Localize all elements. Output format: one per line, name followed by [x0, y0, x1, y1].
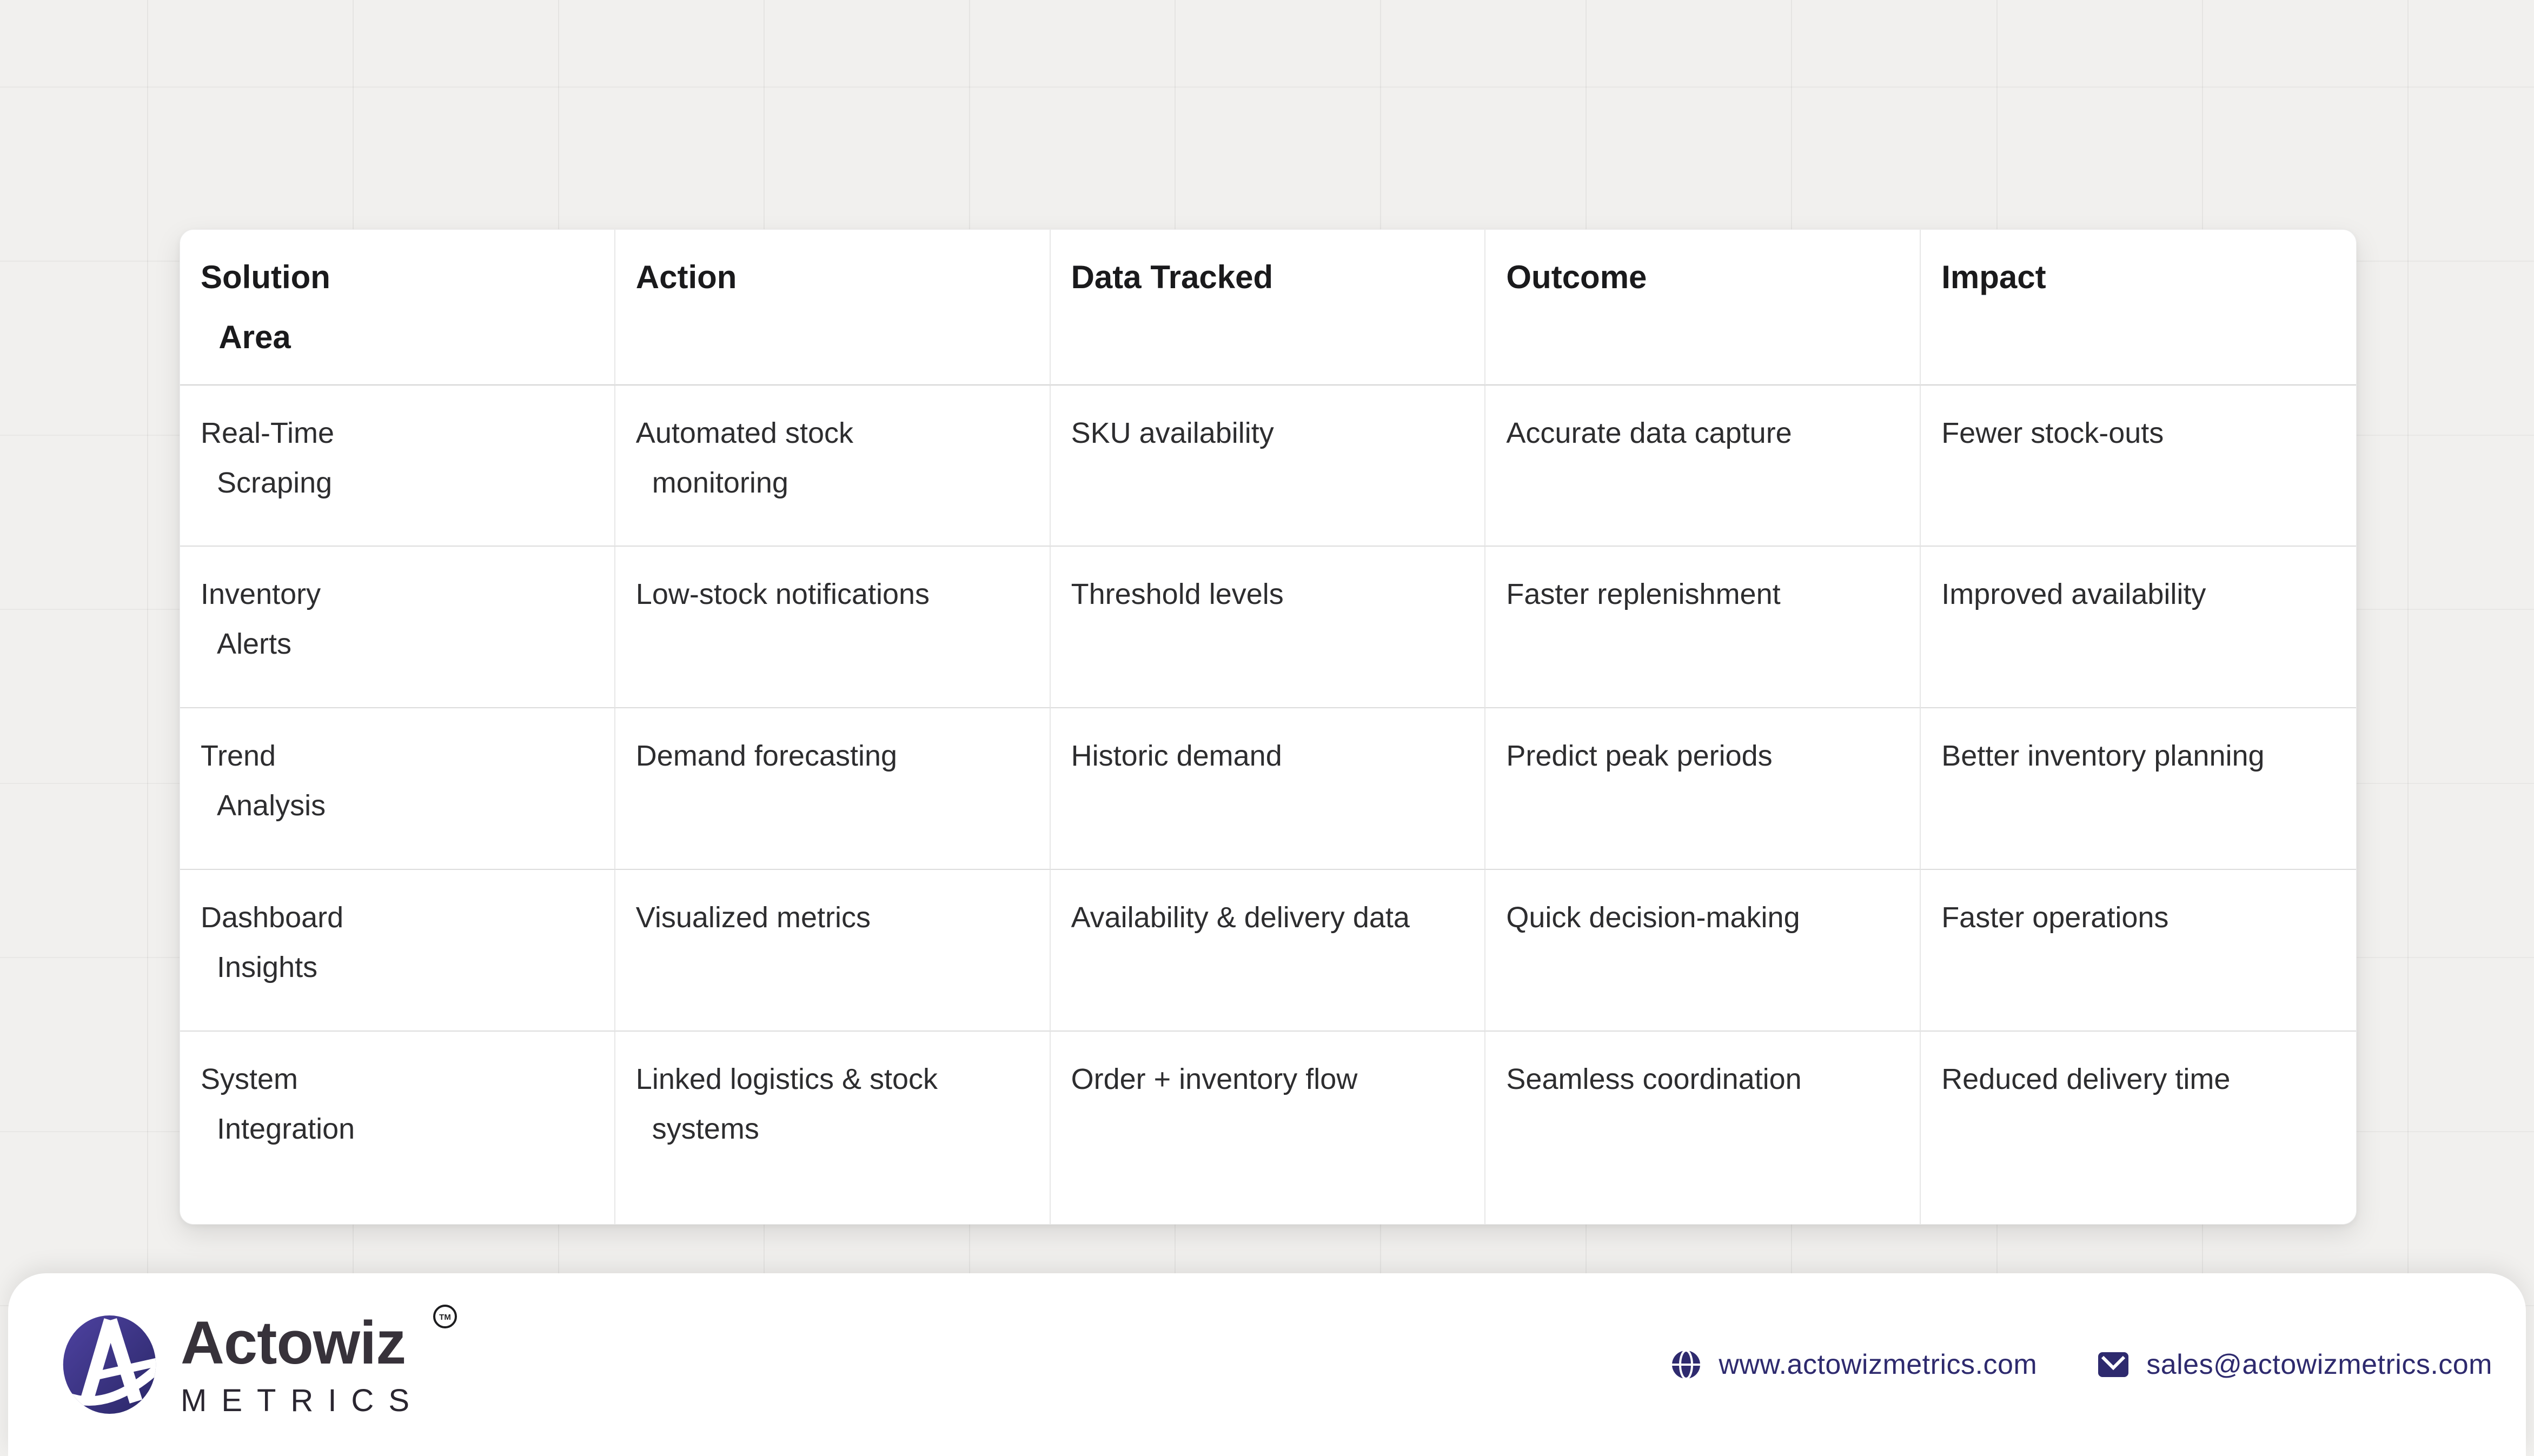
- website-item: www.actowizmetrics.com: [1671, 1348, 2037, 1381]
- table-cell-r4-c2: Visualized metrics: [615, 870, 1051, 1032]
- brand-text: Actowiz TM METRICS: [181, 1305, 457, 1418]
- table-cell-r3-c5: Better inventory planning: [1921, 708, 2356, 870]
- header-cell-data-tracked: Data Tracked: [1050, 230, 1486, 385]
- table-cell-r5-c5: Reduced delivery time: [1941, 1063, 2231, 1095]
- email-item: sales@actowizmetrics.com: [2098, 1348, 2492, 1381]
- table-cell-r2-c3: Threshold levels: [1050, 547, 1486, 708]
- globe-icon: [1672, 1349, 1701, 1380]
- contact-block: www.actowizmetrics.com sales@actowizmetr…: [1671, 1348, 2526, 1381]
- table-cell-r3-c1: Trend Analysis: [180, 708, 615, 870]
- table-cell-r2-c1: Inventory Alerts: [180, 547, 615, 708]
- trademark-icon: TM: [433, 1305, 457, 1328]
- brand-block: Actowiz TM METRICS: [8, 1305, 457, 1418]
- table-cell-r2-c2: Low-stock notifications: [615, 547, 1051, 708]
- header-cell-impact: Impact: [1921, 230, 2356, 385]
- table-cell-r4-c3: Availability & delivery data: [1050, 870, 1486, 1032]
- table-cell-r1-c4: Accurate data capture: [1485, 385, 1921, 547]
- table-cell-r5-c1: System Integration: [180, 1032, 615, 1224]
- table-cell-r4-c4: Quick decision-making: [1485, 870, 1921, 1032]
- table-cell-r4-c1: Dashboard Insights: [180, 870, 615, 1032]
- header-cell-solution-area: Solution Area: [180, 230, 615, 385]
- svg-text:TM: TM: [439, 1313, 451, 1322]
- table-cell-r1-c3: SKU availability: [1050, 385, 1486, 547]
- table-cell-r3-c2: Demand forecasting: [615, 708, 1051, 870]
- header-cell-outcome: Outcome: [1485, 230, 1921, 385]
- table-cell-r5-c4: Seamless coordination: [1485, 1032, 1921, 1224]
- actowiz-logo-icon: [63, 1315, 156, 1414]
- table-cell-r3-c4: Predict peak periods: [1485, 708, 1921, 870]
- table-cell-r2-c4: Faster replenishment: [1485, 547, 1921, 708]
- mail-icon: [2098, 1352, 2129, 1377]
- solutions-table: Solution Area Action Data Tracked Outcome Im…: [180, 229, 2357, 1225]
- email-link[interactable]: sales@actowizmetrics.com: [2146, 1349, 2492, 1380]
- footer-bar: Actowiz TM METRICS www.actowizmetrics.co…: [8, 1273, 2526, 1456]
- brand-tagline: METRICS: [181, 1383, 424, 1418]
- header-cell-action: Action: [615, 230, 1051, 385]
- table-cell-r5-c3: Order + inventory flow: [1051, 1032, 1486, 1224]
- table-cell-r3-c3: Historic demand: [1050, 708, 1486, 870]
- table-cell-r1-c1: Real-Time Scraping: [180, 385, 615, 547]
- table-cell-r5-c2: Linked logistics & stock systems: [615, 1032, 1051, 1224]
- brand-name: Actowiz: [181, 1309, 406, 1377]
- website-link[interactable]: www.actowizmetrics.com: [1719, 1349, 2038, 1380]
- table-cell-r4-c5: Faster operations: [1921, 870, 2356, 1032]
- table-cell-r1-c5: Fewer stock-outs: [1921, 385, 2356, 547]
- table-cell-r2-c5: Improved availability: [1921, 547, 2356, 708]
- table-cell-r1-c2: Automated stock monitoring: [615, 385, 1051, 547]
